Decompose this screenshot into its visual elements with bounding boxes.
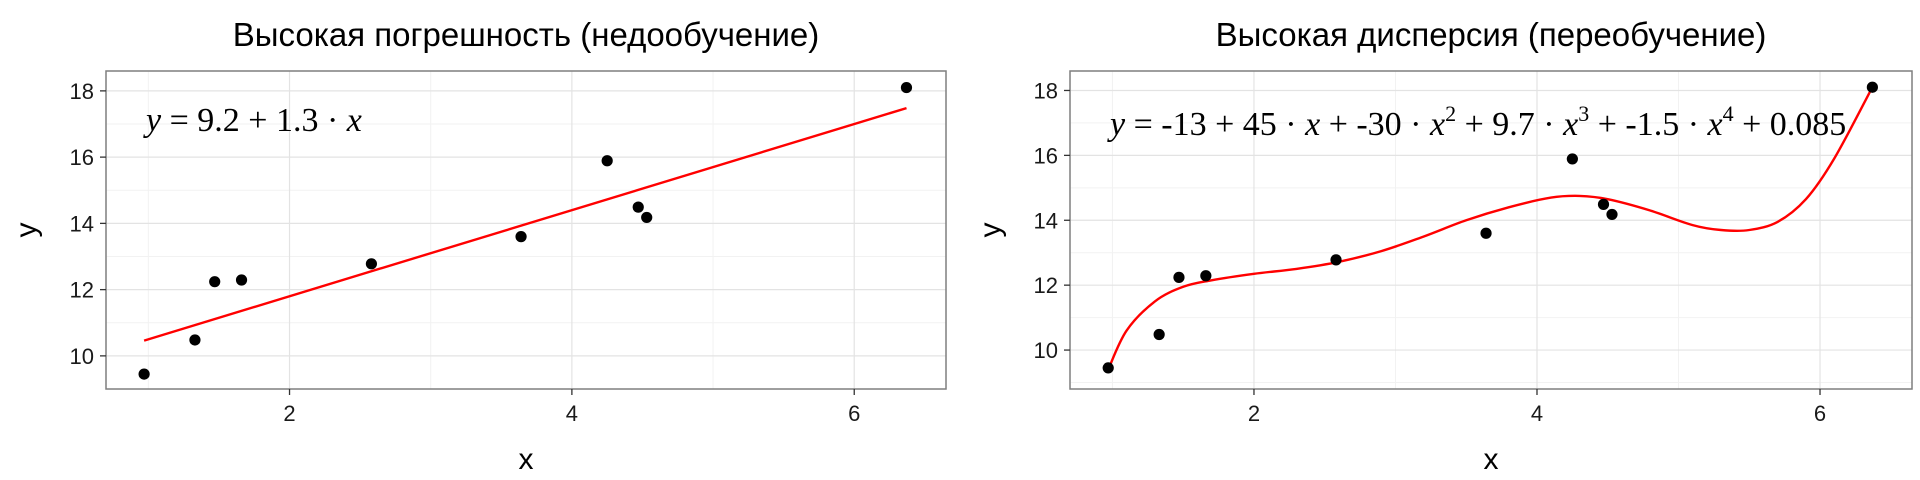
data-point: [1153, 328, 1165, 341]
y-axis-title: y: [10, 223, 43, 238]
data-point: [1480, 227, 1492, 239]
equation-part: 4: [1723, 101, 1734, 126]
equation-part: + 0.085: [1734, 106, 1847, 143]
x-tick-label: 6: [1814, 401, 1826, 426]
y-tick-label: 12: [1034, 273, 1058, 298]
data-point: [1200, 270, 1212, 282]
x-tick-label: 2: [283, 401, 295, 426]
fit-line: [1107, 86, 1874, 371]
equation-part: x: [1707, 106, 1723, 143]
chart-title: Высокая дисперсия (переобучение): [1216, 16, 1767, 53]
y-tick-label: 16: [70, 145, 94, 170]
chart-panel-1: Высокая погрешность (недообучение) 2 4 6 10 1…: [10, 16, 947, 476]
equation-part: x: [1562, 106, 1578, 143]
equation-part: 3: [1578, 101, 1589, 126]
data-point: [1102, 362, 1114, 374]
equation-label: y = -13 + 45 · x + -30 · x2 + 9.7 · x3 +…: [1107, 101, 1846, 143]
plot-area: [1070, 71, 1912, 389]
data-point: [1606, 208, 1618, 221]
equation-part: x: [1304, 106, 1320, 143]
x-tick-label: 2: [1248, 401, 1260, 426]
data-point: [632, 201, 644, 213]
data-point: [515, 231, 527, 243]
equation-part: + 9.7 ·: [1456, 106, 1563, 143]
data-point: [1173, 271, 1185, 283]
equation-part: = 9.2 + 1.3 ·: [161, 102, 347, 139]
y-tick-label: 16: [1034, 143, 1058, 168]
data-point: [641, 211, 653, 224]
equation-part: x: [346, 102, 362, 139]
y-tick-label: 14: [70, 211, 94, 236]
data-point: [900, 81, 913, 94]
data-point: [138, 368, 150, 380]
data-point: [189, 334, 201, 346]
x-tick-label: 4: [566, 401, 578, 426]
equation-part: + -30 ·: [1320, 106, 1430, 143]
x-axis-title: x: [1484, 443, 1499, 476]
panel-border: [1069, 70, 1913, 390]
y-tick-label: 10: [70, 344, 94, 369]
y-tick-label: 18: [1034, 78, 1058, 103]
y-tick-label: 10: [1034, 338, 1058, 363]
data-point: [601, 155, 613, 167]
data-point: [1330, 254, 1342, 266]
y-tick-label: 12: [70, 278, 94, 303]
equation-part: y: [1107, 106, 1126, 143]
data-point: [1866, 81, 1878, 93]
y-tick-label: 14: [1034, 208, 1058, 233]
data-point: [1566, 153, 1578, 165]
equation-part: = -13 + 45 ·: [1125, 106, 1305, 143]
equation-label: y = 9.2 + 1.3 · x: [143, 102, 362, 139]
y-axis-title: y: [974, 223, 1007, 238]
equation-part: x: [1429, 106, 1445, 143]
panel-border: [105, 70, 947, 390]
data-point: [365, 258, 378, 270]
x-tick-label: 6: [848, 401, 860, 426]
x-tick-label: 4: [1531, 401, 1543, 426]
chart-panel-2: Высокая дисперсия (переобучение) 2 4 6 10 12 1…: [974, 16, 1913, 476]
x-axis-title: x: [519, 443, 534, 476]
equation-part: 2: [1445, 101, 1456, 126]
equation-part: + -1.5 ·: [1589, 106, 1707, 143]
data-point: [235, 274, 248, 286]
y-tick-label: 18: [70, 79, 94, 104]
data-point: [209, 276, 221, 288]
equation-part: y: [143, 102, 162, 139]
chart-title: Высокая погрешность (недообучение): [233, 16, 820, 53]
data-point: [1597, 198, 1610, 210]
fit-line: [143, 106, 907, 342]
